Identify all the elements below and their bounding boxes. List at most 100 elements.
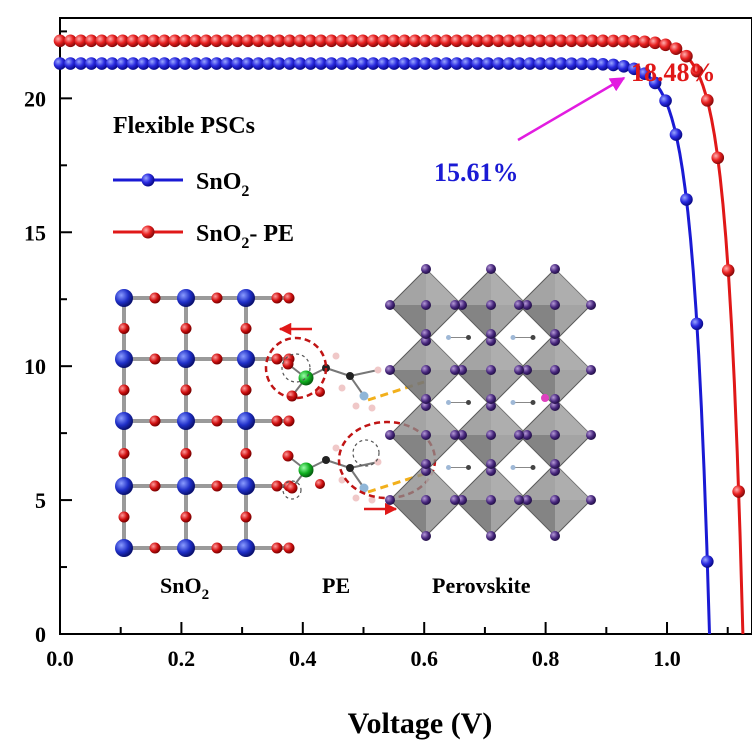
data-point — [492, 34, 505, 48]
data-point — [627, 35, 641, 48]
data-point — [554, 57, 568, 70]
data-point — [53, 34, 67, 48]
data-point — [502, 34, 516, 48]
data-point — [199, 57, 213, 70]
data-point — [210, 57, 223, 70]
data-point — [346, 57, 359, 70]
data-point — [460, 57, 474, 70]
y-tick-label: 0 — [35, 622, 46, 647]
data-point — [147, 34, 161, 48]
data-point — [669, 42, 683, 55]
data-point — [252, 57, 265, 70]
legend-marker-sno2-pe — [141, 225, 155, 239]
legend-label-sno2: SnO2 — [196, 169, 249, 200]
data-point — [659, 38, 672, 52]
data-point — [471, 57, 484, 70]
data-point — [481, 57, 495, 70]
data-point — [638, 67, 651, 80]
legend: Flexible PSCs SnO2 SnO2- PE — [113, 113, 294, 252]
data-point — [492, 57, 505, 70]
data-point — [408, 34, 422, 48]
data-point — [523, 34, 537, 48]
y-tick-label: 15 — [24, 220, 46, 245]
data-point — [533, 34, 547, 48]
data-point — [189, 34, 203, 48]
data-point — [732, 485, 745, 498]
data-point — [210, 34, 223, 48]
data-point — [178, 57, 192, 70]
data-point — [64, 34, 77, 48]
data-point — [701, 94, 714, 107]
data-point — [617, 34, 631, 48]
data-point — [137, 57, 150, 70]
data-point — [325, 57, 338, 70]
data-point — [429, 57, 443, 70]
data-point — [377, 57, 390, 70]
data-point — [283, 34, 297, 48]
data-point — [440, 57, 453, 70]
data-point — [252, 34, 265, 48]
data-point — [366, 57, 380, 70]
data-point — [335, 57, 349, 70]
data-point — [95, 57, 109, 70]
data-point — [721, 264, 735, 277]
data-point — [158, 34, 171, 48]
data-point — [85, 34, 98, 48]
perovskite-lattice — [385, 264, 596, 541]
data-point — [189, 57, 203, 70]
data-point — [648, 76, 662, 90]
annotation-sno2-efficiency: 15.61% — [434, 158, 519, 187]
data-point — [398, 57, 411, 70]
data-point — [460, 34, 474, 48]
data-point — [53, 57, 67, 70]
series-layer — [53, 34, 745, 635]
data-point — [429, 34, 443, 48]
data-point — [293, 34, 307, 48]
data-point — [346, 34, 359, 48]
data-point — [304, 34, 317, 48]
data-point — [137, 34, 150, 48]
x-tick-label: 0.6 — [410, 646, 438, 671]
data-point — [450, 34, 464, 48]
data-point — [293, 57, 307, 70]
data-point — [262, 34, 276, 48]
data-point — [659, 94, 672, 107]
data-point — [575, 57, 589, 71]
x-tick-label: 0.2 — [168, 646, 196, 671]
data-point — [617, 60, 631, 73]
data-point — [648, 36, 662, 50]
data-point — [314, 57, 328, 70]
inset-label-pe: PE — [322, 573, 350, 598]
data-point — [241, 57, 255, 70]
data-point — [272, 57, 286, 70]
data-point — [314, 34, 328, 48]
data-point — [513, 34, 526, 48]
data-point — [95, 34, 109, 48]
inset-label-perovskite: Perovskite — [432, 573, 531, 598]
legend-marker-sno2 — [141, 173, 155, 187]
data-point — [304, 57, 317, 70]
data-point — [199, 34, 213, 48]
data-point — [335, 34, 349, 48]
data-point — [398, 34, 411, 48]
data-point — [669, 128, 683, 141]
inset-label-sno2: SnO2 — [160, 573, 209, 603]
data-point — [544, 34, 558, 48]
x-tick-label: 0.0 — [46, 646, 74, 671]
data-point — [168, 34, 182, 48]
data-point — [377, 34, 390, 48]
data-point — [178, 34, 192, 48]
data-point — [533, 57, 547, 70]
data-point — [387, 57, 401, 70]
data-point — [147, 57, 161, 70]
data-point — [627, 62, 641, 76]
data-point — [607, 34, 620, 48]
data-point — [502, 57, 516, 70]
y-tick-label: 10 — [24, 354, 46, 379]
data-point — [440, 34, 453, 48]
data-point — [85, 57, 98, 70]
annotation-sno2-pe-efficiency: 18.48% — [631, 58, 716, 87]
x-tick-label: 0.4 — [289, 646, 317, 671]
data-point — [419, 34, 432, 48]
